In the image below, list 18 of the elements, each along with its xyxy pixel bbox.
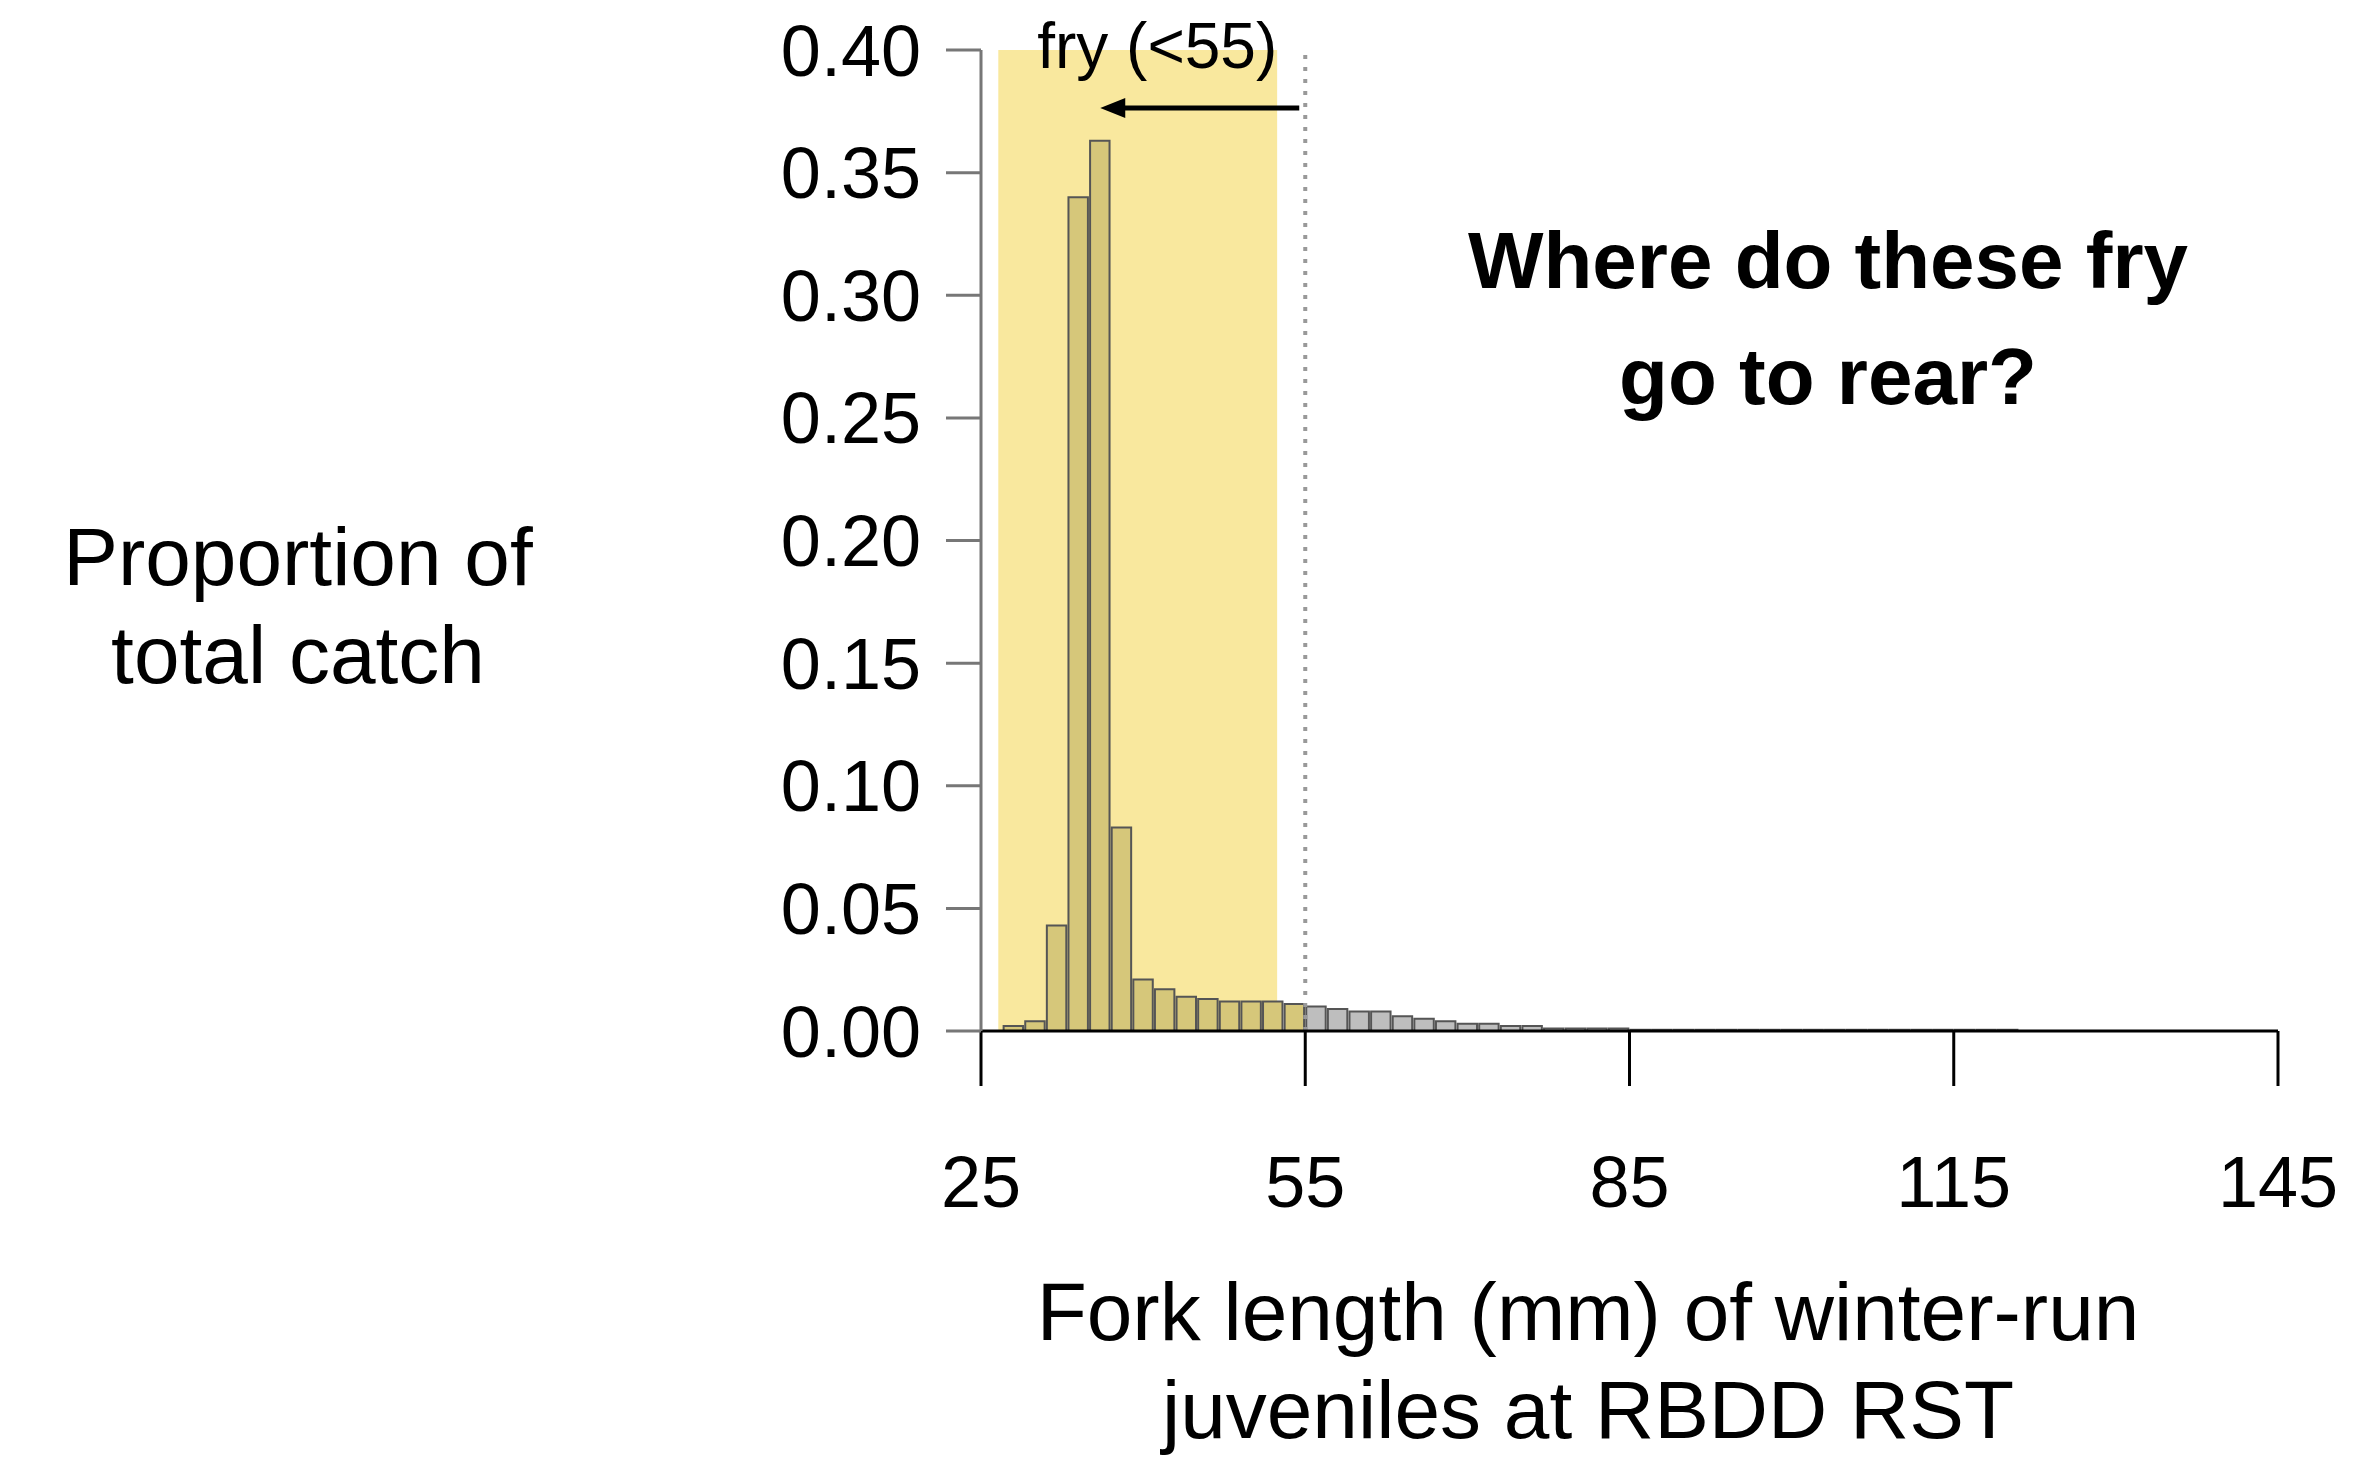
y-tick-label: 0.15 xyxy=(780,623,921,704)
annotation: Where do these fry go to rear? xyxy=(1466,215,2190,423)
ref-line-label: fry (<55) xyxy=(1037,10,1278,82)
y-tick-label: 0.10 xyxy=(780,746,921,827)
y-axis-title: Proportion of total catch xyxy=(62,510,534,703)
x-tick-label: 145 xyxy=(2217,1142,2339,1223)
y-tick-label: 0.05 xyxy=(780,868,921,949)
x-tick-label: 55 xyxy=(1265,1142,1346,1223)
x-tick-label: 25 xyxy=(940,1142,1022,1223)
y-tick-label: 0.40 xyxy=(780,10,921,91)
y-tick-label: 0.20 xyxy=(780,501,921,582)
y-tick-label: 0.30 xyxy=(780,255,921,336)
x-tick-label: 85 xyxy=(1589,1142,1670,1223)
y-tick-label: 0.00 xyxy=(780,991,921,1072)
x-tick-label: 115 xyxy=(1896,1142,2012,1223)
y-tick-label: 0.35 xyxy=(780,133,921,214)
y-tick-label: 0.25 xyxy=(780,378,921,459)
x-axis-title: Fork length (mm) of winter-run juveniles at RBDD RST xyxy=(1035,1265,2141,1458)
